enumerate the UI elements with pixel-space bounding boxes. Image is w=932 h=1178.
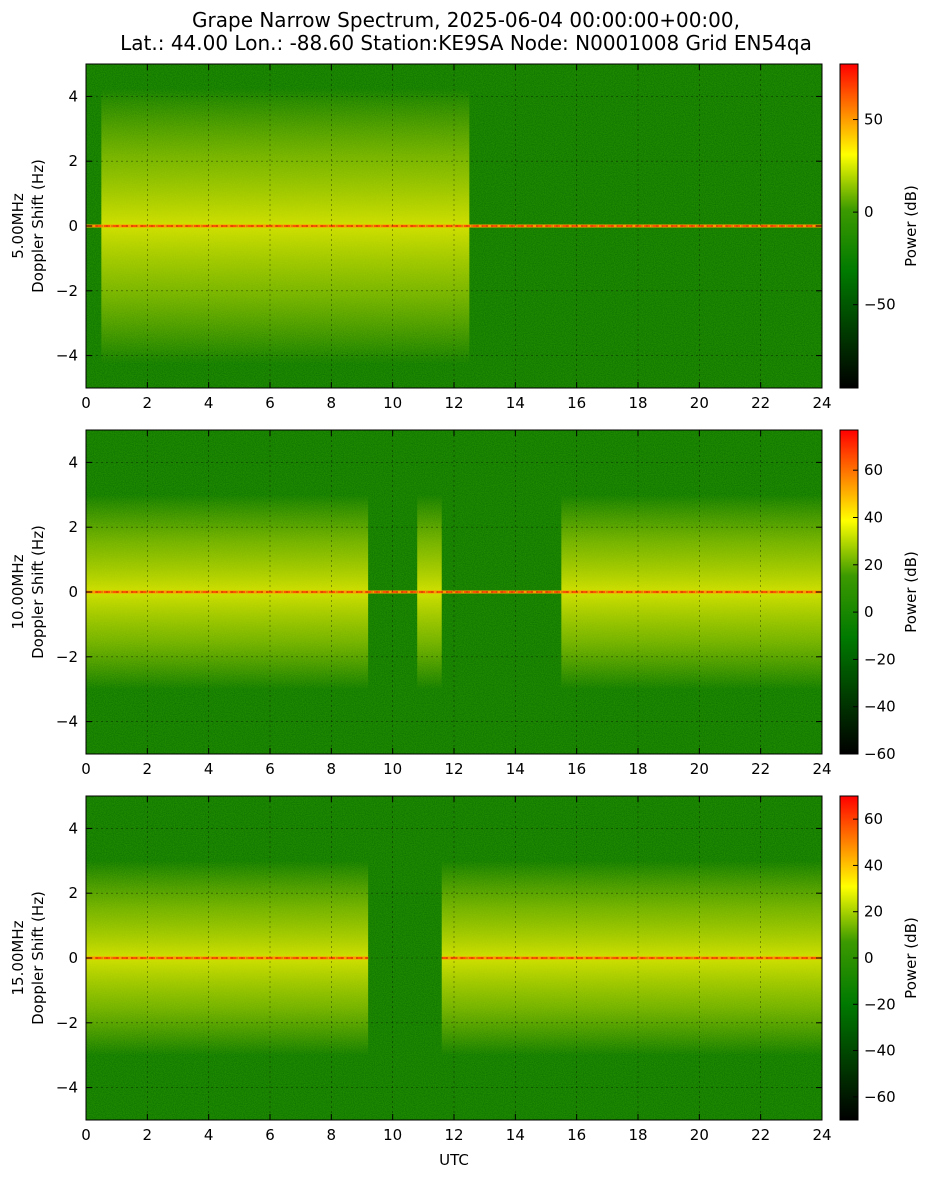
colorbar [839,63,859,389]
y-tick-label: 0 [68,583,78,601]
x-tick-label: 12 [444,1126,463,1144]
x-tick-label: 24 [812,1126,831,1144]
y-tick-label: 2 [68,518,78,536]
x-tick-label: 10 [383,760,402,778]
y-tick-label: −4 [56,713,78,731]
y-tick-label: 0 [68,949,78,967]
x-tick-label: 0 [81,394,91,412]
x-tick-label: 20 [690,760,709,778]
y-axis-label-doppler: Doppler Shift (Hz) [29,891,47,1025]
x-tick-label: 4 [204,760,214,778]
x-tick-label: 10 [383,394,402,412]
colorbar-tick-label: 20 [864,556,883,574]
colorbar-tick-label: −20 [864,650,896,668]
y-axis-label-frequency: 10.00MHz [9,554,27,629]
x-tick-label: 2 [143,760,153,778]
x-tick-label: 4 [204,394,214,412]
y-tick-label: −2 [56,1014,78,1032]
x-tick-label: 2 [143,394,153,412]
y-tick-label: 2 [68,884,78,902]
x-tick-label: 0 [81,760,91,778]
x-tick-label: 24 [812,394,831,412]
x-tick-label: 12 [444,394,463,412]
colorbar-tick-label: −40 [864,698,896,716]
x-tick-label: 6 [265,394,275,412]
y-tick-label: 4 [68,819,78,837]
x-tick-label: 20 [690,1126,709,1144]
colorbar-tick-label: −20 [864,995,896,1013]
x-tick-label: 8 [327,1126,337,1144]
chart-title-line-1: Grape Narrow Spectrum, 2025-06-04 00:00:… [192,8,740,32]
x-tick-label: 2 [143,1126,153,1144]
colorbar-label: Power (dB) [902,917,920,999]
colorbar-tick-label: 60 [864,461,883,479]
x-tick-label: 22 [751,394,770,412]
x-tick-label: 8 [327,760,337,778]
colorbar-tick-label: −60 [864,1088,896,1106]
y-tick-label: −4 [56,1079,78,1097]
x-tick-label: 14 [506,760,525,778]
x-tick-label: 18 [628,394,647,412]
colorbar-tick-label: −50 [864,296,896,314]
x-tick-label: 18 [628,1126,647,1144]
colorbar-tick-label: 0 [864,603,874,621]
x-tick-label: 10 [383,1126,402,1144]
x-tick-label: 16 [567,760,586,778]
colorbar-tick-label: 0 [864,949,874,967]
x-tick-label: 12 [444,760,463,778]
x-tick-label: 22 [751,760,770,778]
x-tick-label: 4 [204,1126,214,1144]
x-tick-label: 24 [812,760,831,778]
x-tick-label: 6 [265,1126,275,1144]
chart-title-line-2: Lat.: 44.00 Lon.: -88.60 Station:KE9SA N… [120,31,812,55]
y-axis-label-doppler: Doppler Shift (Hz) [29,525,47,659]
y-tick-label: −2 [56,282,78,300]
x-tick-label: 22 [751,1126,770,1144]
plot-area [86,64,822,388]
y-tick-label: 2 [68,152,78,170]
colorbar-tick-label: 0 [864,203,874,221]
colorbar-label: Power (dB) [902,551,920,633]
x-tick-label: 14 [506,394,525,412]
y-axis-label-doppler: Doppler Shift (Hz) [29,159,47,293]
y-axis-label-frequency: 5.00MHz [9,193,27,259]
x-tick-label: 0 [81,1126,91,1144]
x-tick-label: 16 [567,1126,586,1144]
x-tick-label: 16 [567,394,586,412]
colorbar-tick-label: 40 [864,509,883,527]
x-tick-label: 6 [265,760,275,778]
plot-area [86,430,822,754]
y-tick-label: −4 [56,347,78,365]
x-tick-label: 8 [327,394,337,412]
colorbar [839,429,859,755]
y-tick-label: 4 [68,87,78,105]
x-axis-label: UTC [439,1151,469,1169]
x-tick-label: 20 [690,394,709,412]
colorbar-tick-label: 40 [864,856,883,874]
plot-area [86,796,822,1120]
colorbar-tick-label: 20 [864,903,883,921]
colorbar-tick-label: −60 [864,745,896,763]
colorbar-tick-label: 50 [864,111,883,129]
y-tick-label: −2 [56,648,78,666]
colorbar-label: Power (dB) [902,185,920,267]
y-axis-label-frequency: 15.00MHz [9,920,27,995]
colorbar-tick-label: −40 [864,1042,896,1060]
y-tick-label: 0 [68,217,78,235]
x-tick-label: 14 [506,1126,525,1144]
colorbar-tick-label: 60 [864,810,883,828]
y-tick-label: 4 [68,453,78,471]
x-tick-label: 18 [628,760,647,778]
